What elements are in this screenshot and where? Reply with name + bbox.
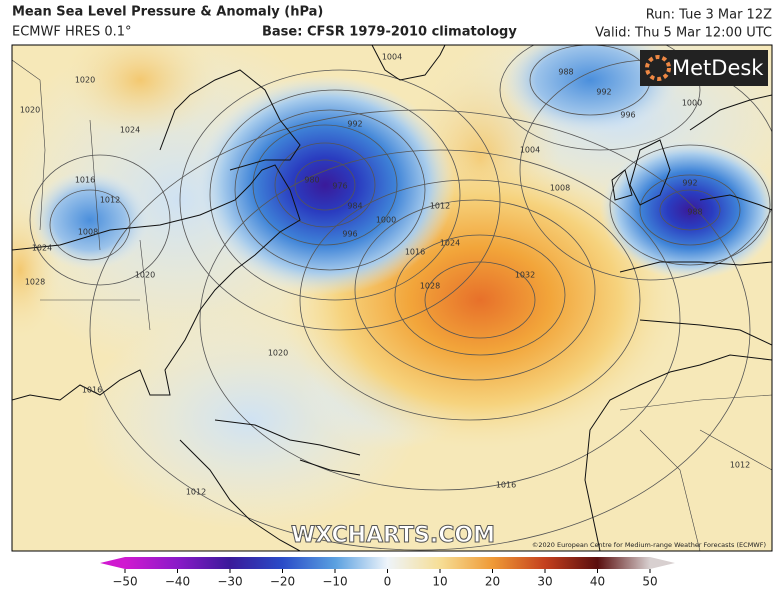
isobar [394, 234, 566, 356]
low-anomaly [30, 170, 150, 270]
colorbar-tick-label: 20 [485, 575, 500, 589]
isobar [294, 159, 356, 211]
coastline [214, 419, 361, 476]
isobar-label: 1016 [82, 386, 102, 395]
colorbar-tick-label: −30 [217, 575, 242, 589]
isobar [609, 144, 771, 266]
map-frame [11, 44, 773, 552]
colorbar-tick-label: −10 [322, 575, 347, 589]
low-anomaly [500, 45, 680, 135]
title: Mean Sea Level Pressure & Anomaly (hPa) [12, 5, 323, 20]
isobar-label: 1028 [420, 282, 440, 291]
isobar-label: 1012 [430, 202, 450, 211]
isobar-label: 1012 [730, 461, 750, 470]
watermark: WXCHARTS.COM [291, 523, 495, 548]
isobar [299, 179, 641, 421]
isobar-label: 1024 [120, 126, 140, 135]
isobar [639, 174, 741, 246]
isobar-label: 1020 [75, 76, 95, 85]
colorbar-tick-label: 10 [432, 575, 447, 589]
isobar [89, 109, 751, 551]
coastline [12, 164, 301, 401]
isobar-label: 1028 [25, 278, 45, 287]
isobar [49, 189, 131, 261]
isobar [179, 69, 501, 331]
isobar-label: 988 [687, 208, 702, 217]
isobar-label: 1020 [20, 106, 40, 115]
isobar-label: 984 [347, 202, 362, 211]
isobar-label: 1004 [520, 146, 540, 155]
isobar [499, 45, 701, 151]
colorbar-tick-label: −50 [112, 575, 137, 589]
colorbar-tick-label: 30 [537, 575, 552, 589]
logo: MetDesk [672, 56, 764, 80]
isobar-label: 1012 [100, 196, 120, 205]
isobar-label: 996 [620, 111, 635, 120]
isobar-label: 988 [558, 68, 573, 77]
colorbar-arrow [100, 557, 125, 569]
isobar-label: 1016 [496, 481, 516, 490]
colorbar-tick-label: −40 [165, 575, 190, 589]
colorbar-tick-label: 40 [590, 575, 605, 589]
coastline [159, 69, 301, 171]
colorbar: −50 −40 −30 −20 −10 0 10 20 30 40 50 [100, 557, 675, 589]
isobar-label: 1024 [440, 239, 460, 248]
low-anomaly [600, 140, 772, 280]
border [619, 394, 772, 551]
isobar [424, 261, 536, 339]
isobar-label: 1016 [75, 176, 95, 185]
colorbar-arrow [650, 557, 675, 569]
isobar-label: 1012 [186, 488, 206, 497]
isobar-label: 1000 [682, 99, 702, 108]
coastline [179, 439, 301, 551]
isobar [199, 149, 681, 491]
colorbar-gradient [125, 557, 650, 569]
coastline [584, 261, 772, 551]
isobar-label: 1008 [550, 184, 570, 193]
isobar-label: 1032 [515, 271, 535, 280]
border [12, 59, 151, 331]
isobar [274, 142, 376, 228]
isobar-label: 992 [682, 179, 697, 188]
coastline [689, 94, 772, 211]
isobar-label: 1004 [382, 53, 402, 62]
isobar-label: 996 [342, 230, 357, 239]
isobar-label: 1020 [135, 271, 155, 280]
logo-icon [645, 55, 671, 81]
isobar-label: 1016 [405, 248, 425, 257]
isobar [29, 154, 171, 286]
isobar-labels: 1020 1024 1016 1012 1008 1024 1028 1020 992 980 97… [20, 53, 750, 497]
isobar-label: 1008 [78, 228, 98, 237]
isobar-label: 1020 [268, 349, 288, 358]
coastline [371, 45, 446, 81]
isobar [354, 199, 596, 381]
isobar [659, 189, 721, 231]
coastline [611, 139, 671, 206]
isobar-label: 992 [347, 120, 362, 129]
coastlines [12, 45, 772, 551]
isobars [29, 45, 772, 551]
colorbar-tick-label: 50 [642, 575, 657, 589]
isobar [234, 109, 426, 271]
colorbar-tick-label: −20 [270, 575, 295, 589]
run: Run: Tue 3 Mar 12Z [646, 8, 772, 23]
map: 1020 1024 1016 1012 1008 1024 1028 1020 992 980 97… [12, 45, 772, 551]
low-anomaly [195, 75, 455, 295]
colorbar-tick-label: 0 [384, 575, 392, 589]
isobar-label: 1024 [32, 244, 52, 253]
model: ECMWF HRES 0.1° [12, 25, 132, 40]
credit: ©2020 European Centre for Medium-range W… [532, 541, 766, 549]
isobar [209, 89, 461, 301]
isobar-label: 992 [596, 88, 611, 97]
valid: Valid: Thu 5 Mar 12:00 UTC [595, 26, 772, 41]
isobar-label: 1000 [376, 216, 396, 225]
anomaly-area [60, 45, 220, 140]
isobar-label: 980 [304, 176, 319, 185]
base: Base: CFSR 1979-2010 climatology [262, 25, 517, 40]
isobar-label: 976 [332, 182, 347, 191]
isobar [252, 124, 398, 246]
